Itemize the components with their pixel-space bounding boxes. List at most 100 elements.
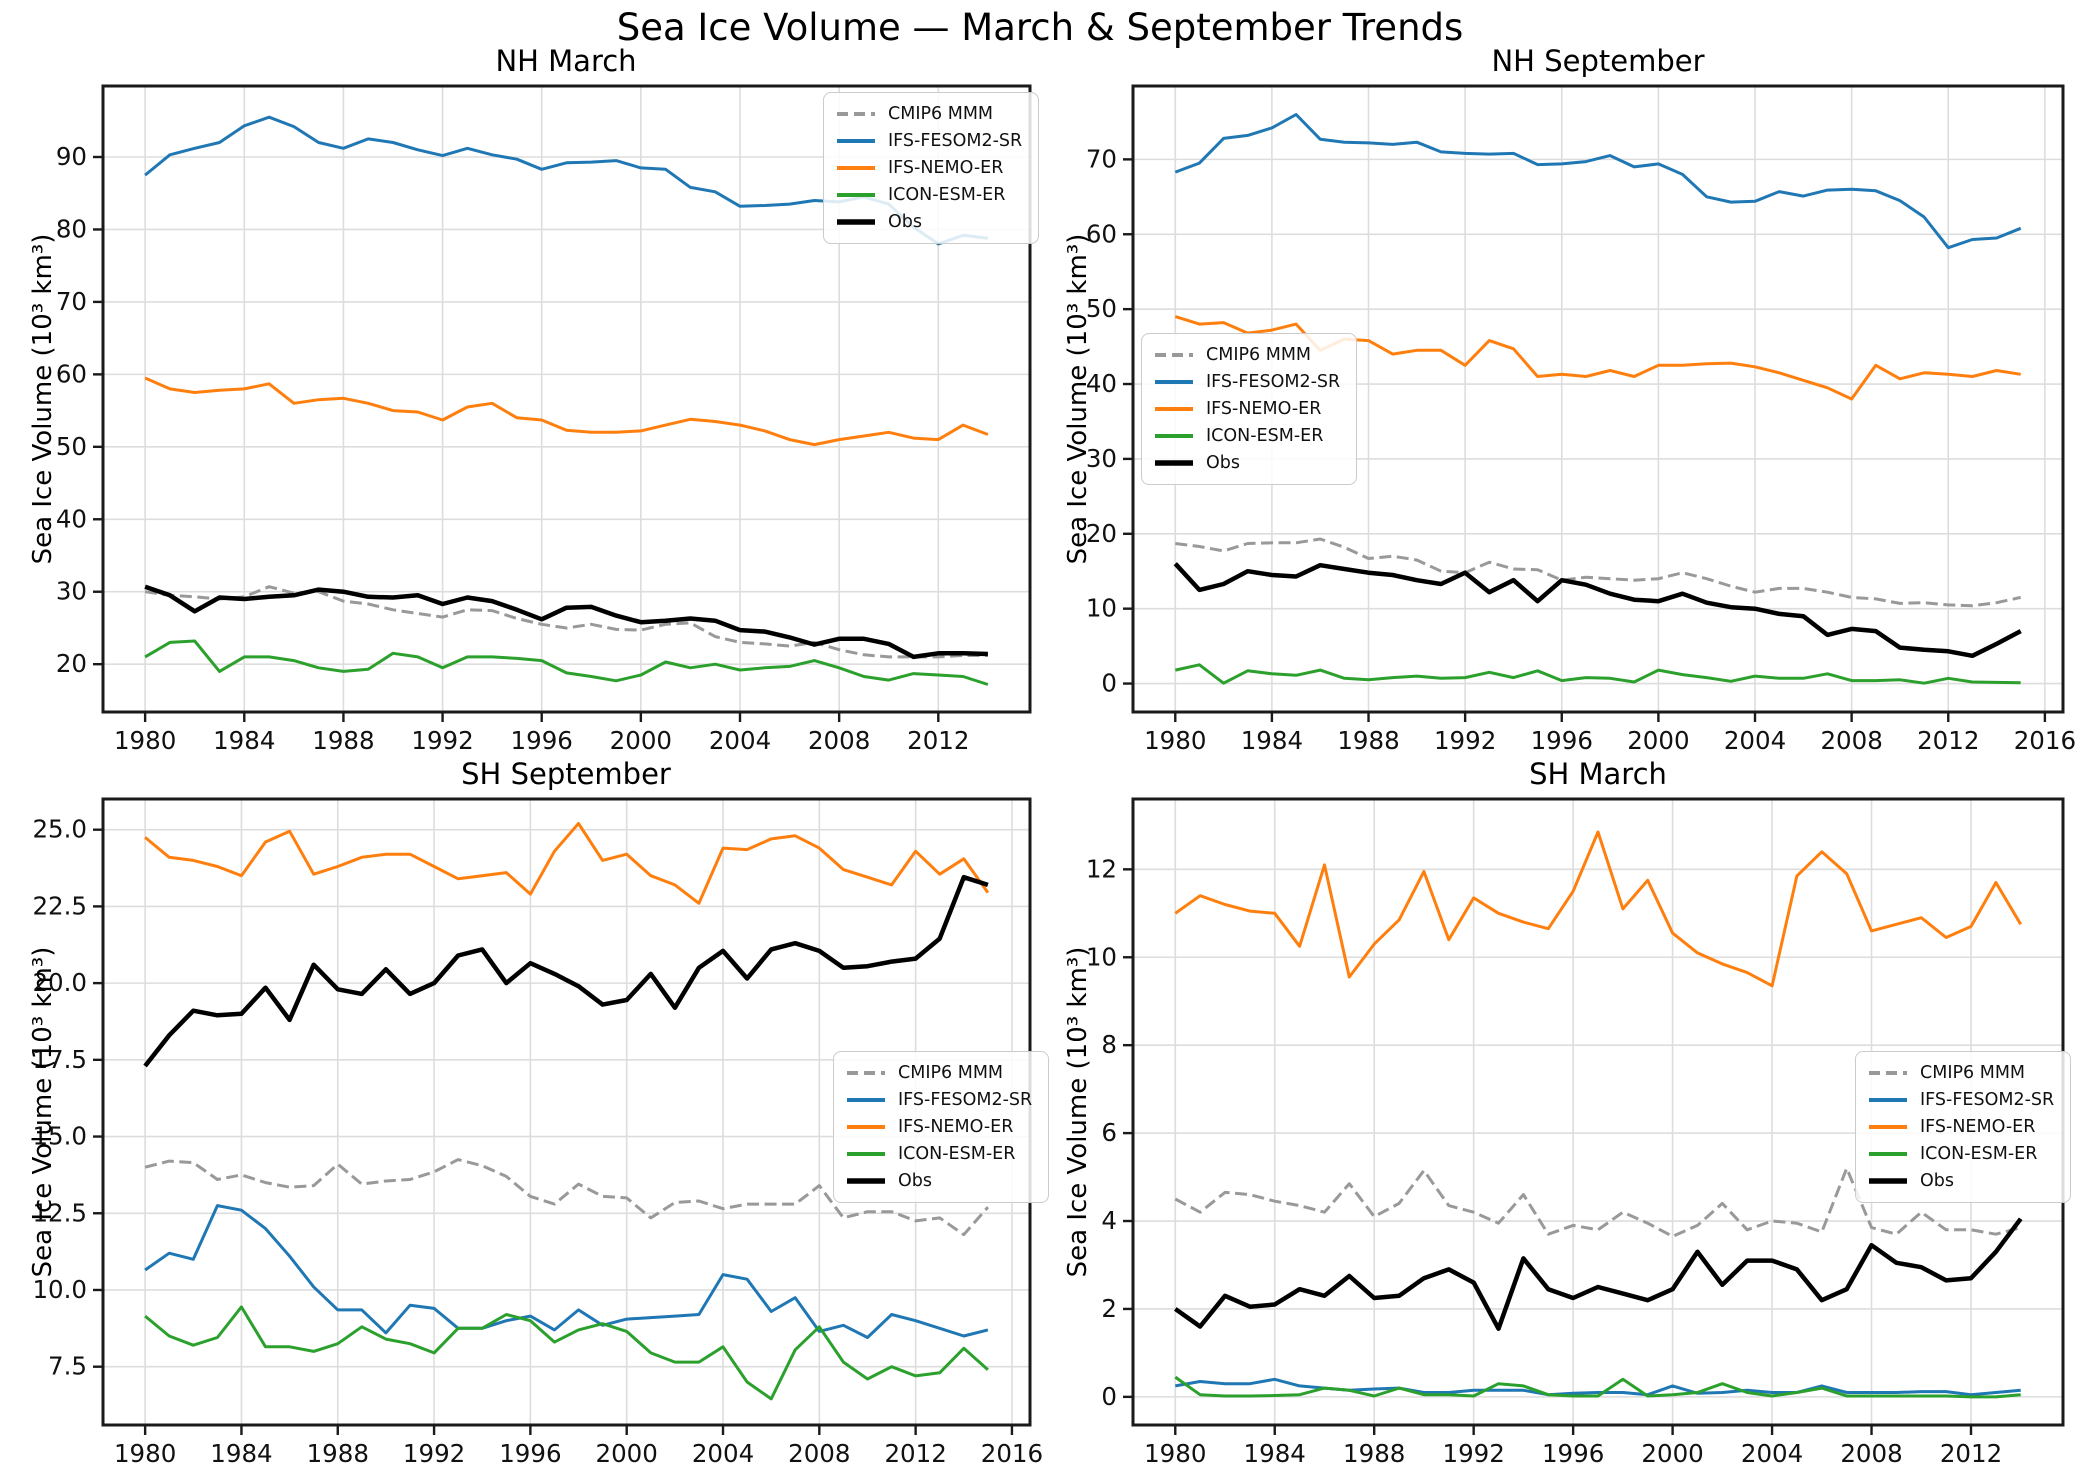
legend-nh-march: CMIP6 MMM IFS-FESOM2-SR IFS-NEMO-ER ICON-ES…: [823, 92, 1040, 244]
tick-label: 17.5: [32, 1045, 87, 1074]
series-line-cmip6-mmm: [1175, 537, 2022, 608]
tick-label: 0: [1101, 669, 1117, 698]
legend-item: IFS-FESOM2-SR: [846, 1088, 1032, 1112]
legend-item: IFS-NEMO-ER: [836, 156, 1022, 180]
legend-item: ICON-ESM-ER: [1868, 1142, 2054, 1166]
tick-label: 2000: [1627, 726, 1689, 755]
legend-label: IFS-FESOM2-SR: [1920, 1090, 2055, 1110]
tick-label: 0: [1101, 1382, 1117, 1411]
legend-item: IFS-FESOM2-SR: [836, 129, 1022, 153]
tick-label: 90: [56, 142, 87, 171]
legend-line-sample: [1869, 1125, 1907, 1129]
tick-label: 1984: [1244, 1439, 1306, 1468]
legend-line-sample: [1155, 380, 1193, 384]
tick-label: 30: [1086, 444, 1117, 473]
series-line-ifs-fesom2-sr: [1175, 1377, 2021, 1397]
series-line-cmip6-mmm: [144, 1158, 990, 1237]
legend-label: Obs: [1920, 1171, 1955, 1191]
series-line-icon-esm-er: [1174, 1375, 2021, 1399]
series-line-obs: [143, 874, 989, 1068]
y-axis-label-nh-september: Sea Ice Volume (10³ km³): [1063, 233, 1093, 565]
tick-label: 2004: [1724, 726, 1786, 755]
tick-label: 12: [1086, 854, 1117, 883]
tick-label: 2016: [2014, 726, 2076, 755]
tick-label: 30: [56, 577, 87, 606]
legend-item: Obs: [1868, 1169, 2054, 1193]
tick-label: 2012: [907, 726, 969, 755]
tick-label: 1996: [1542, 1439, 1604, 1468]
y-tick-labels: 0 2 4 6 8 10 12: [1086, 854, 1133, 1411]
tick-label: 70: [56, 287, 87, 316]
tick-label: 50: [56, 432, 87, 461]
tick-label: 2004: [1741, 1439, 1803, 1468]
legend-line-sample: [847, 1098, 885, 1102]
series-line-icon-esm-er: [144, 1305, 989, 1401]
legend-item: CMIP6 MMM: [836, 102, 1022, 126]
legend-line-sample: [1869, 1071, 1907, 1075]
tick-label: 2000: [596, 1439, 658, 1468]
legend-item: IFS-NEMO-ER: [1868, 1115, 2054, 1139]
legend-label: IFS-FESOM2-SR: [898, 1090, 1033, 1110]
legend-label: Obs: [898, 1171, 933, 1191]
legend-label: IFS-NEMO-ER: [1920, 1117, 2036, 1137]
legend-line-sample: [847, 1178, 885, 1184]
series-line-ifs-fesom2-sr: [144, 1204, 989, 1339]
tick-label: 40: [56, 504, 87, 533]
legend-label: Obs: [888, 212, 923, 232]
legend-item: ICON-ESM-ER: [846, 1142, 1032, 1166]
tick-label: 1984: [213, 726, 275, 755]
legend-line-sample: [1869, 1098, 1907, 1102]
tick-label: 1988: [312, 726, 374, 755]
tick-label: 2012: [884, 1439, 946, 1468]
legend-label: IFS-FESOM2-SR: [888, 131, 1023, 151]
legend-line-sample: [847, 1152, 885, 1156]
tick-label: 2000: [610, 726, 672, 755]
tick-label: 60: [1086, 219, 1117, 248]
subplot-title-nh-september: NH September: [1491, 44, 1705, 78]
legend-label: IFS-NEMO-ER: [898, 1117, 1014, 1137]
legend-item: ICON-ESM-ER: [1154, 424, 1340, 448]
tick-label: 1988: [307, 1439, 369, 1468]
legend-line-sample: [837, 219, 875, 225]
legend-label: ICON-ESM-ER: [1206, 426, 1324, 446]
legend-nh-september: CMIP6 MMM IFS-FESOM2-SR IFS-NEMO-ER ICON-ES…: [1141, 333, 1358, 485]
tick-label: 50: [1086, 294, 1117, 323]
subplot-nh-september: 1980 1984 1988 1992 1996 2000 2004 2008 2012 2016…: [1086, 84, 2076, 755]
legend-sh-september: CMIP6 MMM IFS-FESOM2-SR IFS-NEMO-ER ICON-ES…: [833, 1051, 1050, 1203]
series-line-icon-esm-er: [144, 639, 989, 686]
legend-item: CMIP6 MMM: [1154, 343, 1340, 367]
x-tick-labels: 1980 1984 1988 1992 1996 2000 2004 2008 2012: [114, 712, 969, 755]
legend-label: ICON-ESM-ER: [888, 185, 1006, 205]
tick-label: 2008: [1840, 1439, 1902, 1468]
x-tick-labels: 1980 1984 1988 1992 1996 2000 2004 2008 2012 2016: [1144, 712, 2076, 755]
legend-item: Obs: [1154, 451, 1340, 475]
tick-label: 10: [1086, 942, 1117, 971]
tick-label: 2012: [1940, 1439, 2002, 1468]
legend-sh-march: CMIP6 MMM IFS-FESOM2-SR IFS-NEMO-ER ICON-ES…: [1855, 1051, 2072, 1203]
tick-label: 4: [1101, 1206, 1117, 1235]
tick-label: 2008: [788, 1439, 850, 1468]
legend-line-sample: [1155, 460, 1193, 466]
legend-item: IFS-FESOM2-SR: [1154, 370, 1340, 394]
axes-frame: [101, 84, 1032, 714]
subplot-title-sh-september: SH September: [461, 757, 671, 791]
legend-line-sample: [1155, 407, 1193, 411]
tick-label: 80: [56, 214, 87, 243]
tick-label: 40: [1086, 369, 1117, 398]
legend-label: ICON-ESM-ER: [1920, 1144, 2038, 1164]
series-line-obs: [1173, 562, 2022, 659]
tick-label: 1996: [511, 726, 573, 755]
series-line-ifs-nemo-er: [144, 376, 989, 447]
legend-label: CMIP6 MMM: [1920, 1063, 2026, 1083]
tick-label: 2008: [1820, 726, 1882, 755]
legend-item: ICON-ESM-ER: [836, 183, 1022, 207]
legend-line-sample: [1869, 1152, 1907, 1156]
subplot-title-nh-march: NH March: [495, 44, 637, 78]
series-line-ifs-nemo-er: [1174, 830, 2022, 988]
tick-label: 12.5: [32, 1198, 87, 1227]
legend-line-sample: [837, 112, 875, 116]
subplot-sh-march: 1980 1984 1988 1992 1996 2000 2004 2008 2012 0 2 4 6…: [1086, 797, 2065, 1468]
legend-label: CMIP6 MMM: [1206, 345, 1312, 365]
tick-label: 1996: [1531, 726, 1593, 755]
